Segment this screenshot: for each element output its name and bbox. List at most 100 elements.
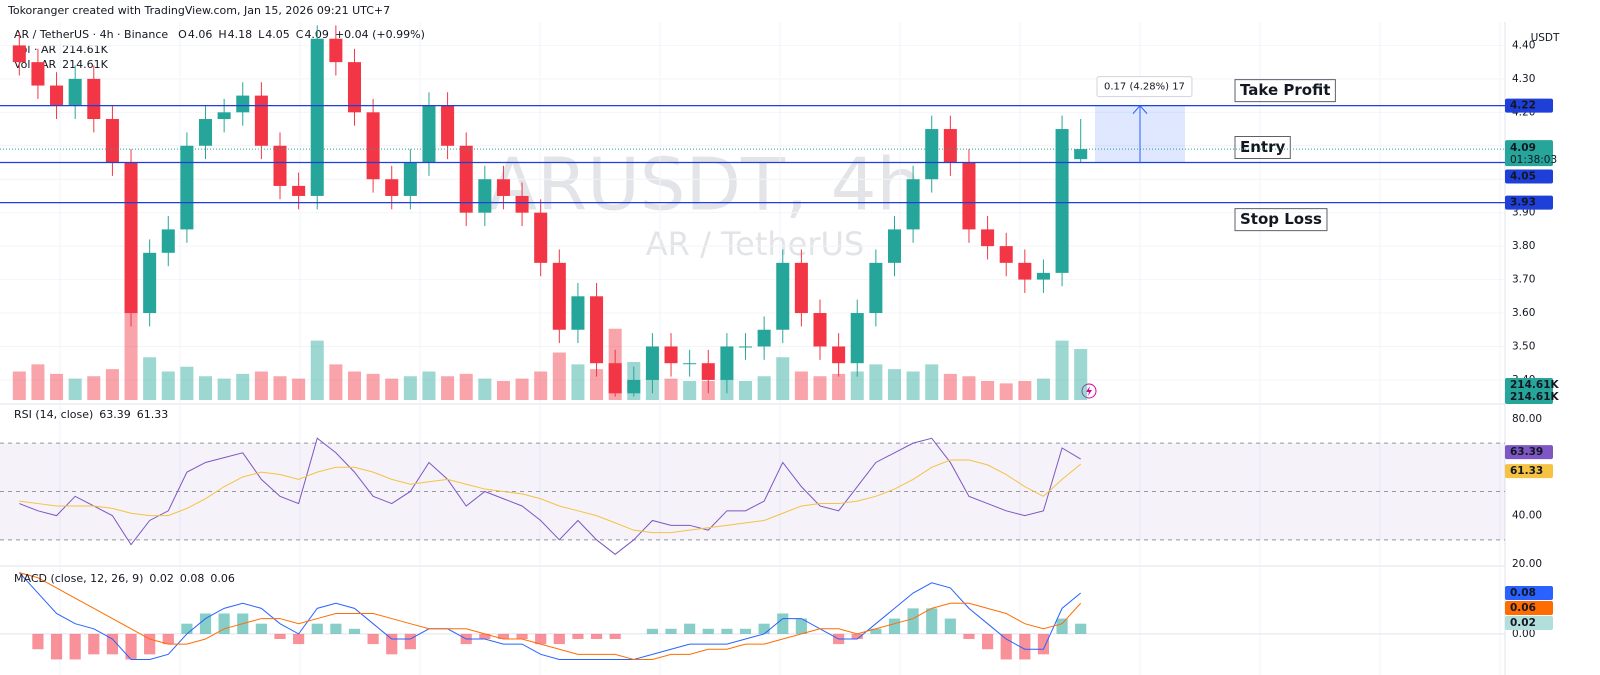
watermark: ARUSDT, 4h [488, 143, 922, 227]
candle-body [366, 112, 380, 180]
histogram-bar [330, 623, 342, 634]
histogram-bar [125, 633, 137, 660]
volume-bar [534, 371, 548, 400]
candle-body [161, 229, 175, 253]
y-tick-label: 4.40 [1512, 39, 1535, 51]
candle-body [683, 363, 697, 365]
histogram-bar [963, 633, 975, 640]
volume-value: 214.61K [1510, 391, 1560, 403]
level-label-box [1234, 208, 1328, 232]
histogram-bar [907, 608, 919, 634]
y-tick-label: 3.90 [1512, 207, 1535, 219]
level-value-box [1505, 195, 1553, 210]
candle-body [701, 363, 715, 380]
volume-bar [366, 373, 380, 400]
rsi-line [19, 437, 1081, 555]
volume-legend-value: 214.61K [62, 43, 108, 56]
histogram-bar [367, 633, 379, 645]
level-value: 4.05 [1510, 170, 1536, 182]
y-tick-label: 20.00 [1512, 558, 1542, 570]
histogram-bar [386, 633, 398, 655]
ohlc-key: H [218, 28, 226, 41]
histogram-bar [162, 633, 174, 645]
histogram-value: 0.02 [1510, 617, 1536, 629]
price-box [1505, 140, 1553, 167]
histogram-bar [32, 633, 44, 650]
volume-bar [12, 371, 26, 400]
volume-bar [515, 378, 529, 400]
candle-body [50, 85, 64, 106]
candle-body [720, 346, 734, 380]
volume-bar [199, 376, 213, 400]
y-tick-label: 80.00 [1512, 413, 1542, 425]
candle-body [571, 296, 585, 330]
candle-body [887, 229, 901, 263]
measure-label: 0.17 (4.28%) 17 [1104, 82, 1185, 93]
volume-bar [1018, 381, 1032, 400]
volume-bar [254, 371, 268, 400]
volume-bar [757, 376, 771, 400]
candle-body [981, 229, 995, 247]
histogram-bar [684, 623, 696, 634]
volume-bar [105, 369, 119, 400]
volume-bar [739, 381, 753, 400]
y-tick-label: 4.30 [1512, 73, 1535, 85]
histogram-bar [553, 633, 565, 645]
candle-body [347, 62, 361, 113]
histogram-bar [404, 633, 416, 650]
legend-value: 61.33 [137, 408, 169, 421]
histogram-bar [758, 623, 770, 634]
volume-bar [683, 381, 697, 400]
candle-body [664, 346, 678, 364]
volume-bar [87, 376, 101, 400]
y-tick-label: 0.00 [1512, 628, 1535, 640]
volume-bar [143, 357, 157, 400]
candle-body [385, 179, 399, 196]
volume-bar [664, 378, 678, 400]
level-label: Take Profit [1240, 81, 1330, 99]
candle-body [1055, 129, 1069, 273]
candle-body [441, 105, 455, 146]
candle-body [496, 179, 510, 196]
histogram-bar [50, 633, 63, 660]
y-tick-label: 3.60 [1512, 307, 1535, 319]
volume-bar [68, 378, 82, 400]
histogram-bar [106, 633, 118, 655]
candle-body [906, 179, 920, 230]
volume-bar [813, 376, 827, 400]
candle-body [794, 262, 808, 314]
candle-body [832, 346, 846, 364]
candle-body [105, 119, 119, 163]
candle-body [403, 162, 417, 196]
candle-body [813, 313, 827, 347]
volume-bar [794, 371, 808, 400]
volume-bar [478, 378, 492, 400]
rsi-value-box [1505, 445, 1553, 460]
histogram-bar [293, 633, 305, 645]
volume-bar [496, 381, 510, 400]
volume-legend-value: 214.61K [62, 58, 108, 71]
candle-body [68, 78, 82, 106]
candle-body [925, 129, 939, 180]
level-value-box [1505, 169, 1553, 184]
volume-bar [310, 340, 324, 400]
volume-bar [217, 378, 231, 400]
level-label-box [1234, 135, 1291, 159]
legend-value: 0.08 [180, 572, 205, 585]
volume-bar [552, 352, 566, 400]
candle-body [310, 38, 324, 196]
candle-body [180, 145, 194, 230]
histogram-bar [274, 633, 286, 640]
candle-body [199, 119, 213, 146]
candle-body [217, 112, 231, 120]
volume-bar [981, 381, 995, 400]
macd-value: 0.08 [1510, 587, 1536, 599]
level-label: Entry [1240, 138, 1285, 156]
candle-body [757, 329, 771, 347]
ohlc-value: 4.09 [304, 28, 329, 41]
candle-body [552, 262, 566, 330]
candle-body [515, 195, 529, 213]
rsi-value: 61.33 [1510, 465, 1543, 477]
level-value: 4.22 [1510, 100, 1536, 112]
candle-body [1074, 149, 1088, 160]
